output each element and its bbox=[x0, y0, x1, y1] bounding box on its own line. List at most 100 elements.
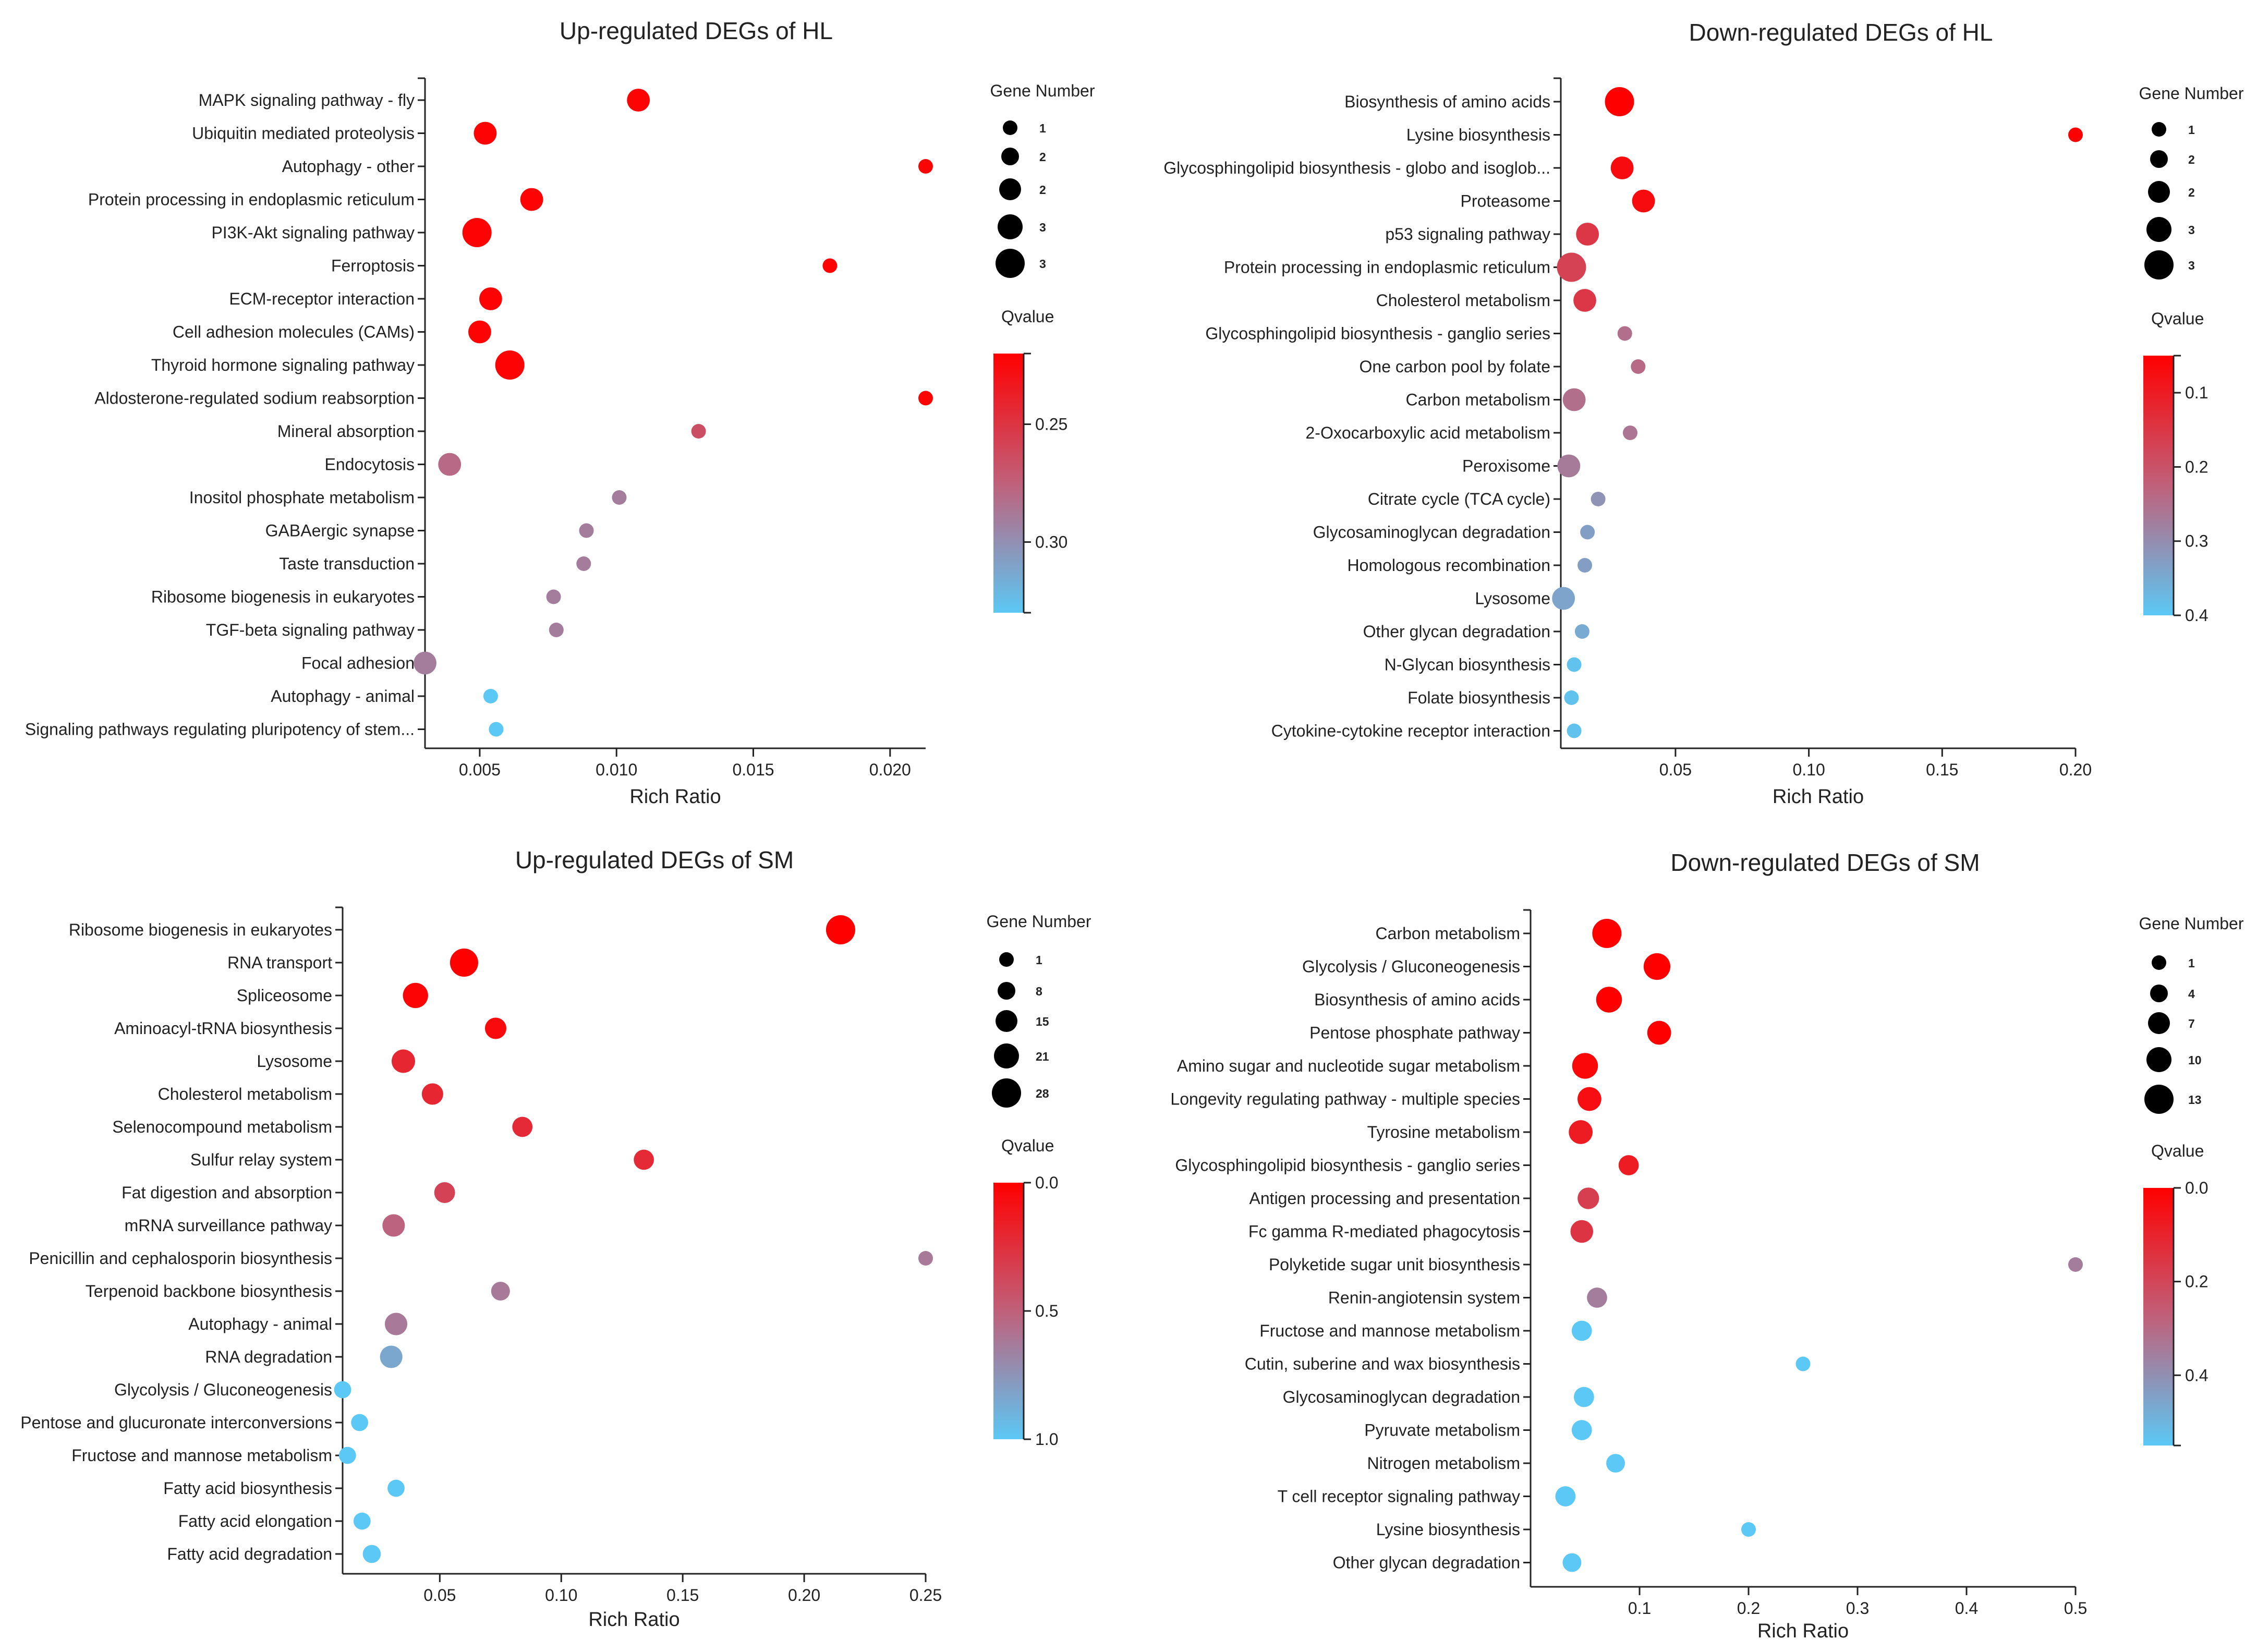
y-category-label: Biosynthesis of amino acids bbox=[1314, 990, 1520, 1009]
y-category-label: Carbon metabolism bbox=[1406, 391, 1550, 409]
chart-title: Down-regulated DEGs of HL bbox=[1689, 19, 1993, 46]
size-legend-marker bbox=[1003, 120, 1017, 135]
y-category-label: Ferroptosis bbox=[331, 257, 415, 275]
data-point bbox=[1605, 87, 1634, 116]
color-legend-label: 0.0 bbox=[1035, 1173, 1058, 1192]
size-legend-marker bbox=[2146, 217, 2171, 242]
y-category-label: Autophagy - animal bbox=[188, 1315, 332, 1333]
x-tick-label: 0.005 bbox=[459, 760, 501, 779]
data-point bbox=[362, 1545, 381, 1563]
y-category-label: Autophagy - animal bbox=[271, 687, 415, 706]
data-point bbox=[384, 1313, 408, 1335]
chart-title: Up-regulated DEGs of SM bbox=[515, 846, 794, 873]
size-legend-label: 3 bbox=[2188, 259, 2195, 272]
data-point bbox=[918, 1251, 933, 1266]
x-tick-label: 0.20 bbox=[2059, 760, 2092, 779]
data-point bbox=[474, 122, 497, 145]
y-category-label: 2-Oxocarboxylic acid metabolism bbox=[1306, 423, 1551, 442]
data-point bbox=[1562, 388, 1586, 411]
x-tick-label: 0.10 bbox=[1792, 760, 1825, 779]
y-category-label: Peroxisome bbox=[1462, 457, 1550, 476]
size-legend-marker bbox=[2148, 1012, 2170, 1034]
data-point bbox=[1574, 624, 1589, 639]
data-point bbox=[380, 1345, 403, 1368]
size-legend-label: 2 bbox=[2188, 153, 2195, 166]
size-legend-marker bbox=[1001, 148, 1019, 165]
data-point bbox=[1570, 1220, 1594, 1243]
data-point bbox=[918, 159, 933, 174]
y-category-label: Spliceosome bbox=[237, 986, 332, 1005]
color-legend-label: 0.1 bbox=[2185, 383, 2208, 402]
y-category-label: Biosynthesis of amino acids bbox=[1344, 92, 1550, 111]
y-category-label: Glycolysis / Gluconeogenesis bbox=[1302, 957, 1520, 976]
size-legend-marker bbox=[996, 1010, 1017, 1032]
size-legend-marker bbox=[998, 214, 1023, 239]
y-category-label: Mineral absorption bbox=[277, 422, 415, 441]
color-legend-label: 0.2 bbox=[2185, 457, 2208, 476]
data-point bbox=[382, 1214, 405, 1237]
data-point bbox=[1610, 156, 1634, 179]
data-point bbox=[1587, 1287, 1607, 1308]
y-category-label: Ribosome biogenesis in eukaryotes bbox=[69, 920, 332, 939]
data-point bbox=[1741, 1522, 1756, 1537]
data-point bbox=[2068, 1257, 2083, 1272]
size-legend-label: 2 bbox=[1039, 183, 1046, 197]
y-category-label: Lysine biosynthesis bbox=[1406, 126, 1550, 144]
y-category-label: Cholesterol metabolism bbox=[1376, 291, 1550, 310]
y-category-label: TGF-beta signaling pathway bbox=[206, 621, 415, 639]
x-tick-label: 0.4 bbox=[1955, 1599, 1978, 1618]
data-point bbox=[2068, 127, 2083, 142]
size-legend-title: Gene Number bbox=[990, 81, 1095, 100]
y-category-label: Thyroid hormone signaling pathway bbox=[151, 356, 415, 374]
y-category-label: Fructose and mannose metabolism bbox=[71, 1446, 332, 1465]
size-legend-label: 3 bbox=[2188, 223, 2195, 237]
x-tick-label: 0.2 bbox=[1737, 1599, 1760, 1618]
size-legend-label: 10 bbox=[2188, 1053, 2202, 1067]
y-category-label: T cell receptor signaling pathway bbox=[1278, 1487, 1520, 1506]
size-legend-marker bbox=[2150, 150, 2168, 168]
size-legend-label: 1 bbox=[2188, 123, 2195, 137]
x-tick-label: 0.015 bbox=[732, 760, 774, 779]
y-category-label: Penicillin and cephalosporin biosynthesi… bbox=[29, 1249, 332, 1268]
data-point bbox=[484, 1017, 506, 1039]
data-point bbox=[353, 1512, 371, 1530]
data-point bbox=[462, 218, 492, 247]
data-point bbox=[1617, 326, 1632, 341]
size-legend-label: 2 bbox=[2188, 186, 2195, 199]
y-category-label: Antigen processing and presentation bbox=[1249, 1189, 1520, 1208]
data-point bbox=[438, 453, 462, 476]
data-point bbox=[691, 424, 706, 439]
y-category-label: Other glycan degradation bbox=[1333, 1553, 1520, 1572]
y-category-label: Protein processing in endoplasmic reticu… bbox=[1224, 258, 1550, 277]
chart-panel-4: Down-regulated DEGs of SM 0.1 0.2 0.3 0.4 0.5… bbox=[1170, 849, 2243, 1642]
data-point bbox=[1622, 426, 1637, 440]
data-point bbox=[1578, 1187, 1599, 1209]
data-point bbox=[1618, 1155, 1639, 1175]
y-category-label: Glycosphingolipid biosynthesis - ganglio… bbox=[1205, 324, 1550, 343]
y-category-label: Ubiquitin mediated proteolysis bbox=[192, 124, 415, 143]
color-legend-label: 0.4 bbox=[2185, 1366, 2208, 1384]
y-category-label: Glycosphingolipid biosynthesis - ganglio… bbox=[1175, 1156, 1520, 1175]
data-point bbox=[634, 1149, 654, 1170]
data-point bbox=[549, 623, 564, 637]
data-point bbox=[1632, 189, 1655, 213]
x-tick-label: 0.10 bbox=[545, 1586, 577, 1605]
y-category-label: Aldosterone-regulated sodium reabsorptio… bbox=[94, 389, 415, 408]
data-point bbox=[1574, 1387, 1594, 1407]
x-tick-label: 0.05 bbox=[1659, 760, 1692, 779]
data-point bbox=[1631, 359, 1646, 374]
size-legend-title: Gene Number bbox=[987, 912, 1091, 931]
data-point bbox=[1569, 1120, 1593, 1144]
y-category-label: MAPK signaling pathway - fly bbox=[199, 91, 415, 110]
y-category-label: Focal adhesion bbox=[301, 654, 415, 673]
data-point bbox=[1555, 1486, 1576, 1507]
data-point bbox=[450, 948, 478, 977]
data-point bbox=[1572, 1053, 1598, 1079]
data-point bbox=[1557, 252, 1586, 282]
data-point bbox=[579, 523, 594, 538]
size-legend-marker bbox=[998, 982, 1015, 1000]
data-point bbox=[434, 1182, 455, 1203]
data-point bbox=[495, 350, 525, 380]
y-category-label: Pentose and glucuronate interconversions bbox=[20, 1413, 332, 1432]
